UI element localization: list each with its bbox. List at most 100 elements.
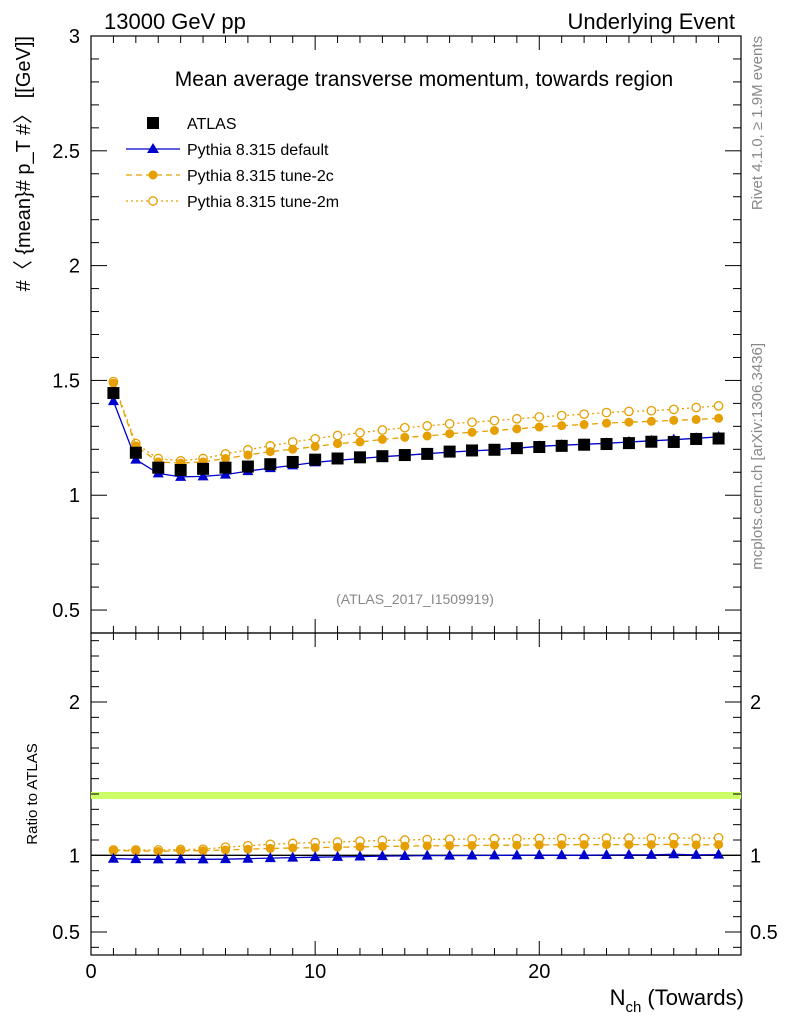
main-ytick-label: 1.5 xyxy=(52,370,80,392)
main-series-pythia-8-315-tune-2c xyxy=(108,378,724,468)
ratio-ytick-label-right: 2 xyxy=(750,692,761,714)
main-point-pythia-8-315-tune-2c xyxy=(220,453,230,463)
x-axis-label-sub: ch xyxy=(625,999,641,1016)
ratio-point-pythia-8-315-default xyxy=(533,849,545,860)
ratio-point-pythia-8-315-default xyxy=(444,849,456,860)
x-axis-label-n: N xyxy=(610,985,626,1010)
main-point-atlas xyxy=(690,432,703,445)
main-point-atlas xyxy=(578,438,591,451)
analysis-watermark: (ATLAS_2017_I1509919) xyxy=(336,591,494,607)
legend-tune2m-marker xyxy=(148,196,158,206)
main-point-atlas xyxy=(622,437,635,450)
ratio-point-pythia-8-315-tune-2c xyxy=(288,843,298,853)
ratio-point-pythia-8-315-default xyxy=(152,853,164,864)
ratio-point-pythia-8-315-default xyxy=(690,848,702,859)
main-point-atlas xyxy=(174,463,187,476)
main-point-atlas xyxy=(510,442,523,455)
main-point-pythia-8-315-tune-2m xyxy=(691,402,702,413)
main-point-pythia-8-315-tune-2c xyxy=(333,439,343,449)
ratio-point-pythia-8-315-default xyxy=(466,849,478,860)
main-point-atlas xyxy=(600,438,613,451)
ratio-point-pythia-8-315-tune-2c xyxy=(422,841,432,851)
main-point-pythia-8-315-tune-2m xyxy=(668,404,679,415)
main-point-pythia-8-315-tune-2c xyxy=(534,422,544,432)
main-point-atlas xyxy=(107,387,120,400)
ratio-ytick-label-left: 1 xyxy=(69,845,80,867)
main-panel: 0.5 1 1.5 2 2.5 3 Mean average transverse mom… xyxy=(13,26,742,634)
main-point-atlas xyxy=(152,461,165,474)
main-point-pythia-8-315-tune-2m xyxy=(534,412,545,422)
main-point-pythia-8-315-tune-2m xyxy=(355,427,365,438)
legend-tune2c-label: Pythia 8.315 tune-2c xyxy=(187,168,334,185)
x-axis-label: Nch (Towards) xyxy=(610,985,744,1016)
main-ytick-label: 2.5 xyxy=(52,141,80,163)
main-point-pythia-8-315-tune-2c xyxy=(288,444,298,454)
main-point-pythia-8-315-tune-2m xyxy=(713,401,724,411)
main-point-atlas xyxy=(264,458,277,471)
ratio-point-pythia-8-315-default xyxy=(399,849,411,860)
main-ticks xyxy=(90,35,742,634)
ratio-point-pythia-8-315-tune-2c xyxy=(153,847,163,856)
main-point-pythia-8-315-tune-2c xyxy=(669,415,679,425)
ratio-point-pythia-8-315-tune-2c xyxy=(467,841,477,851)
main-point-pythia-8-315-tune-2m xyxy=(646,405,657,416)
main-point-pythia-8-315-tune-2m xyxy=(579,409,589,420)
ratio-point-pythia-8-315-tune-2c xyxy=(377,841,387,851)
main-point-pythia-8-315-tune-2m xyxy=(399,422,410,433)
ratio-point-pythia-8-315-default xyxy=(421,849,433,860)
ratio-point-pythia-8-315-default xyxy=(354,850,366,861)
ratio-point-pythia-8-315-tune-2c xyxy=(108,846,118,856)
chart-title: Mean average transverse momentum, toward… xyxy=(175,68,673,91)
ratio-point-pythia-8-315-default xyxy=(332,850,344,861)
ratio-point-pythia-8-315-default xyxy=(511,849,523,860)
main-point-atlas xyxy=(331,452,344,465)
main-point-pythia-8-315-tune-2c xyxy=(355,437,365,447)
ratio-point-pythia-8-315-tune-2c xyxy=(198,846,208,856)
ratio-point-pythia-8-315-default xyxy=(175,853,187,864)
ratio-ytick-label-right: 1 xyxy=(750,845,761,867)
xtick-label: 0 xyxy=(85,961,96,983)
ratio-point-pythia-8-315-tune-2c xyxy=(714,840,724,850)
main-point-atlas xyxy=(219,461,232,474)
x-axis-label-rest: (Towards) xyxy=(641,985,744,1010)
main-point-pythia-8-315-tune-2m xyxy=(422,421,433,431)
ratio-point-pythia-8-315-default xyxy=(578,849,590,860)
main-point-pythia-8-315-tune-2c xyxy=(646,416,656,426)
main-point-atlas xyxy=(466,444,479,457)
main-point-pythia-8-315-tune-2c xyxy=(310,442,320,452)
ratio-point-pythia-8-315-default xyxy=(264,852,276,863)
main-point-atlas xyxy=(488,443,501,456)
main-point-pythia-8-315-tune-2c xyxy=(714,413,724,423)
main-point-pythia-8-315-tune-2c xyxy=(579,420,589,430)
ratio-line-pythia-8-315-tune-2m xyxy=(113,837,719,851)
ratio-point-pythia-8-315-tune-2c xyxy=(512,840,522,850)
ratio-point-pythia-8-315-tune-2c xyxy=(265,843,275,853)
main-point-atlas xyxy=(309,453,322,466)
main-point-pythia-8-315-tune-2c xyxy=(691,414,701,424)
ratio-series-pythia-8-315-tune-2c xyxy=(108,839,724,856)
xtick-label: 20 xyxy=(528,961,550,983)
ratio-point-pythia-8-315-default xyxy=(107,852,119,863)
main-point-atlas xyxy=(667,435,680,448)
ratio-point-pythia-8-315-tune-2c xyxy=(624,840,634,850)
main-point-pythia-8-315-tune-2m xyxy=(556,410,567,421)
legend-default-marker xyxy=(147,143,159,153)
main-y-tick-labels: 0.5 1 1.5 2 2.5 3 xyxy=(52,26,80,622)
ratio-point-pythia-8-315-tune-2c xyxy=(220,845,230,855)
main-point-pythia-8-315-default xyxy=(197,470,209,481)
ratio-ytick-label-right: 0.5 xyxy=(750,922,778,944)
header-left-label: 13000 GeV pp xyxy=(104,9,246,34)
main-point-pythia-8-315-tune-2c xyxy=(377,434,387,444)
legend-default-label: Pythia 8.315 default xyxy=(187,142,329,159)
legend-tune2m-label: Pythia 8.315 tune-2m xyxy=(187,194,339,211)
main-ytick-label: 1 xyxy=(69,485,80,507)
main-point-atlas xyxy=(712,432,725,445)
main-ytick-label: 2 xyxy=(69,256,80,278)
main-point-pythia-8-315-tune-2c xyxy=(557,421,567,431)
legend: ATLAS Pythia 8.315 default Pythia 8.315 … xyxy=(126,116,339,211)
ratio-line-pythia-8-315-tune-2c xyxy=(113,843,719,853)
ratio-line-pythia-8-315-default xyxy=(113,853,719,860)
main-line-pythia-8-315-tune-2c xyxy=(112,382,719,464)
ratio-ytick-label-left: 2 xyxy=(69,692,80,714)
